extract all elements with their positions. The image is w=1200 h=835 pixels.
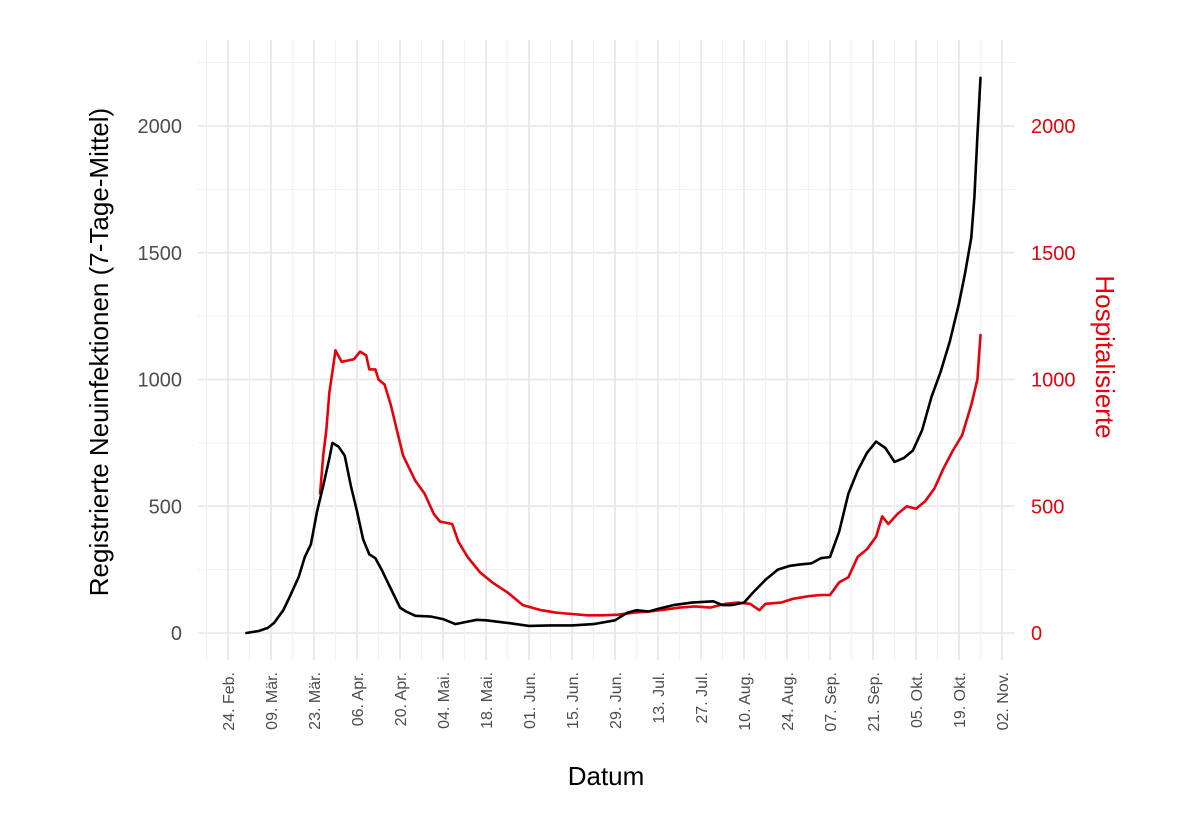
x-tick-label: 02. Nov. — [995, 672, 1012, 730]
x-tick-label: 01. Jun. — [522, 672, 539, 729]
y-tick-label-right: 0 — [1031, 623, 1042, 645]
x-axis-ticks: 24. Feb. 09. Mär. 23. Mär. 06. Apr. 20. Apr.… — [221, 672, 1012, 732]
x-tick-label: 21. Sep. — [866, 672, 883, 732]
x-tick-label: 19. Okt. — [952, 672, 969, 728]
x-tick-label: 24. Feb. — [221, 672, 238, 731]
series-line-neuinfektionen — [245, 76, 982, 635]
right-axis-ticks: 0 500 1000 1500 2000 — [1031, 116, 1076, 645]
x-tick-label: 29. Jun. — [608, 672, 625, 729]
right-axis-label: Hospitalisierte — [1090, 275, 1120, 438]
y-tick-label-left: 2000 — [138, 116, 183, 138]
grid — [198, 40, 1015, 660]
x-tick-label: 10. Aug. — [737, 672, 754, 731]
x-tick-label: 06. Apr. — [350, 672, 367, 726]
series-layer — [245, 76, 982, 635]
x-tick-label: 04. Mai. — [436, 672, 453, 729]
x-tick-label: 15. Jun. — [565, 672, 582, 729]
x-tick-label: 23. Mär. — [307, 672, 324, 730]
x-tick-label: 13. Jul. — [651, 672, 668, 724]
x-tick-label: 05. Okt. — [909, 672, 926, 728]
x-axis-label: Datum — [568, 761, 645, 791]
x-tick-label: 18. Mai. — [479, 672, 496, 729]
x-tick-label: 27. Jul. — [694, 672, 711, 724]
y-tick-label-left: 1500 — [138, 243, 183, 265]
x-tick-label: 09. Mär. — [264, 672, 281, 730]
left-axis-label: Registrierte Neuinfektionen (7-Tage-Mitt… — [84, 108, 114, 596]
y-tick-label-right: 1000 — [1031, 370, 1076, 392]
x-tick-label: 07. Sep. — [823, 672, 840, 732]
y-tick-label-left: 1000 — [138, 370, 183, 392]
y-tick-label-right: 500 — [1031, 496, 1064, 518]
left-axis-ticks: 0 500 1000 1500 2000 — [138, 116, 183, 645]
y-tick-label-right: 1500 — [1031, 243, 1076, 265]
y-tick-label-left: 0 — [171, 623, 182, 645]
x-tick-label: 24. Aug. — [780, 672, 797, 731]
y-tick-label-right: 2000 — [1031, 116, 1076, 138]
series-line-hospitalisierte — [318, 333, 982, 617]
y-tick-label-left: 500 — [149, 496, 182, 518]
x-tick-label: 20. Apr. — [393, 672, 410, 726]
